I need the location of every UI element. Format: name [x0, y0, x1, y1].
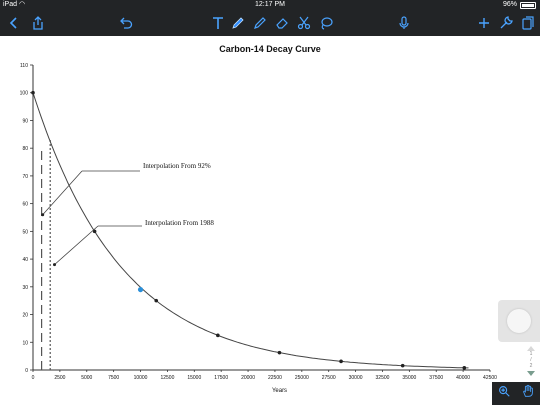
y-tick-label: 110: [20, 63, 28, 69]
annotation-leader: [54, 225, 99, 265]
decay-curve: [32, 92, 469, 369]
battery-indicator: 96%: [503, 0, 536, 10]
eraser-icon[interactable]: [272, 13, 292, 33]
page-indicator[interactable]: 1 / 2: [522, 344, 540, 376]
zoom-icon[interactable]: [497, 384, 511, 403]
y-tick-label: 60: [22, 202, 28, 208]
y-tick-label: 30: [22, 285, 28, 291]
status-time: 12:17 PM: [255, 1, 285, 8]
x-tick-label: 15000: [187, 375, 201, 381]
x-tick-label: 22500: [268, 375, 282, 381]
highlight-point: [137, 286, 144, 293]
back-chevron-icon[interactable]: [4, 13, 24, 33]
data-point: [400, 363, 405, 368]
y-tick-label: 70: [22, 174, 28, 180]
undo-icon[interactable]: [116, 13, 136, 33]
x-tick-label: 37500: [429, 375, 443, 381]
page-total: 2: [529, 363, 533, 369]
data-point: [339, 359, 343, 364]
data-point: [277, 350, 282, 355]
y-tick-label: 10: [22, 340, 28, 346]
chart-title: Carbon-14 Decay Curve: [219, 44, 321, 54]
y-tick-label: 0: [25, 368, 28, 374]
annotation-arrow: [41, 213, 45, 217]
x-tick-label: 17500: [214, 375, 228, 381]
x-tick-label: 42500: [483, 375, 497, 381]
x-tick-label: 7500: [108, 375, 119, 381]
data-point: [92, 229, 97, 234]
x-tick-label: 27500: [322, 375, 336, 381]
hand-tool-icon[interactable]: [521, 384, 535, 403]
battery-percent: 96%: [502, 1, 517, 8]
x-tick-label: 12500: [160, 375, 174, 381]
x-tick-label: 40000: [456, 375, 470, 381]
x-tick-label: 0: [32, 375, 35, 381]
annotation-label: Interpolation From 1988: [145, 219, 214, 227]
lasso-icon[interactable]: [316, 13, 336, 33]
x-tick-label: 5000: [81, 375, 92, 381]
y-tick-label: 20: [22, 313, 28, 319]
data-point: [154, 298, 159, 303]
data-point: [31, 90, 35, 95]
data-point: [462, 366, 467, 370]
device-label: iPad ◠: [3, 1, 26, 8]
y-tick-label: 50: [22, 229, 28, 235]
add-icon[interactable]: [474, 13, 494, 33]
pages-icon[interactable]: [518, 13, 538, 33]
highlighter-icon[interactable]: [250, 13, 270, 33]
document-page[interactable]: [0, 36, 540, 405]
battery-icon: [520, 1, 536, 9]
status-bar: iPad ◠ 12:17 PM 96%: [0, 0, 540, 10]
x-axis-label: Years: [272, 388, 287, 394]
wrench-icon[interactable]: [496, 13, 516, 33]
text-tool-icon[interactable]: [208, 13, 228, 33]
page-down-icon[interactable]: [527, 371, 535, 376]
page-separator: /: [530, 357, 532, 363]
x-tick-label: 32500: [376, 375, 390, 381]
data-point: [216, 333, 220, 338]
share-icon[interactable]: [28, 13, 48, 33]
page-up-icon[interactable]: [527, 346, 535, 351]
x-tick-label: 30000: [349, 375, 363, 381]
scissors-icon[interactable]: [294, 13, 314, 33]
x-tick-label: 25000: [295, 375, 309, 381]
page-current: 1: [529, 351, 533, 357]
annotation-label: Interpolation From 92%: [143, 162, 211, 170]
annotation-leader: [42, 170, 83, 215]
y-tick-label: 80: [22, 146, 28, 152]
side-scroll-panel[interactable]: [498, 300, 540, 342]
pen-tool-icon[interactable]: [228, 13, 248, 33]
toolbar: [0, 10, 540, 36]
microphone-icon[interactable]: [394, 13, 414, 33]
wifi-icon: ◠: [18, 1, 26, 8]
y-tick-label: 100: [20, 91, 29, 97]
x-tick-label: 2500: [54, 375, 65, 381]
zoom-bar: [492, 382, 540, 405]
x-tick-label: 35000: [402, 375, 416, 381]
y-tick-label: 40: [22, 257, 28, 263]
annotation-arrow: [53, 263, 57, 267]
scroll-knob[interactable]: [507, 309, 531, 333]
x-tick-label: 10000: [134, 375, 148, 381]
y-tick-label: 90: [22, 118, 28, 124]
x-tick-label: 20000: [241, 375, 255, 381]
decay-chart: 0 10 20 30 40 50 60 70 80 90 100 110 0 2500 5000 7500 10…: [20, 63, 498, 394]
